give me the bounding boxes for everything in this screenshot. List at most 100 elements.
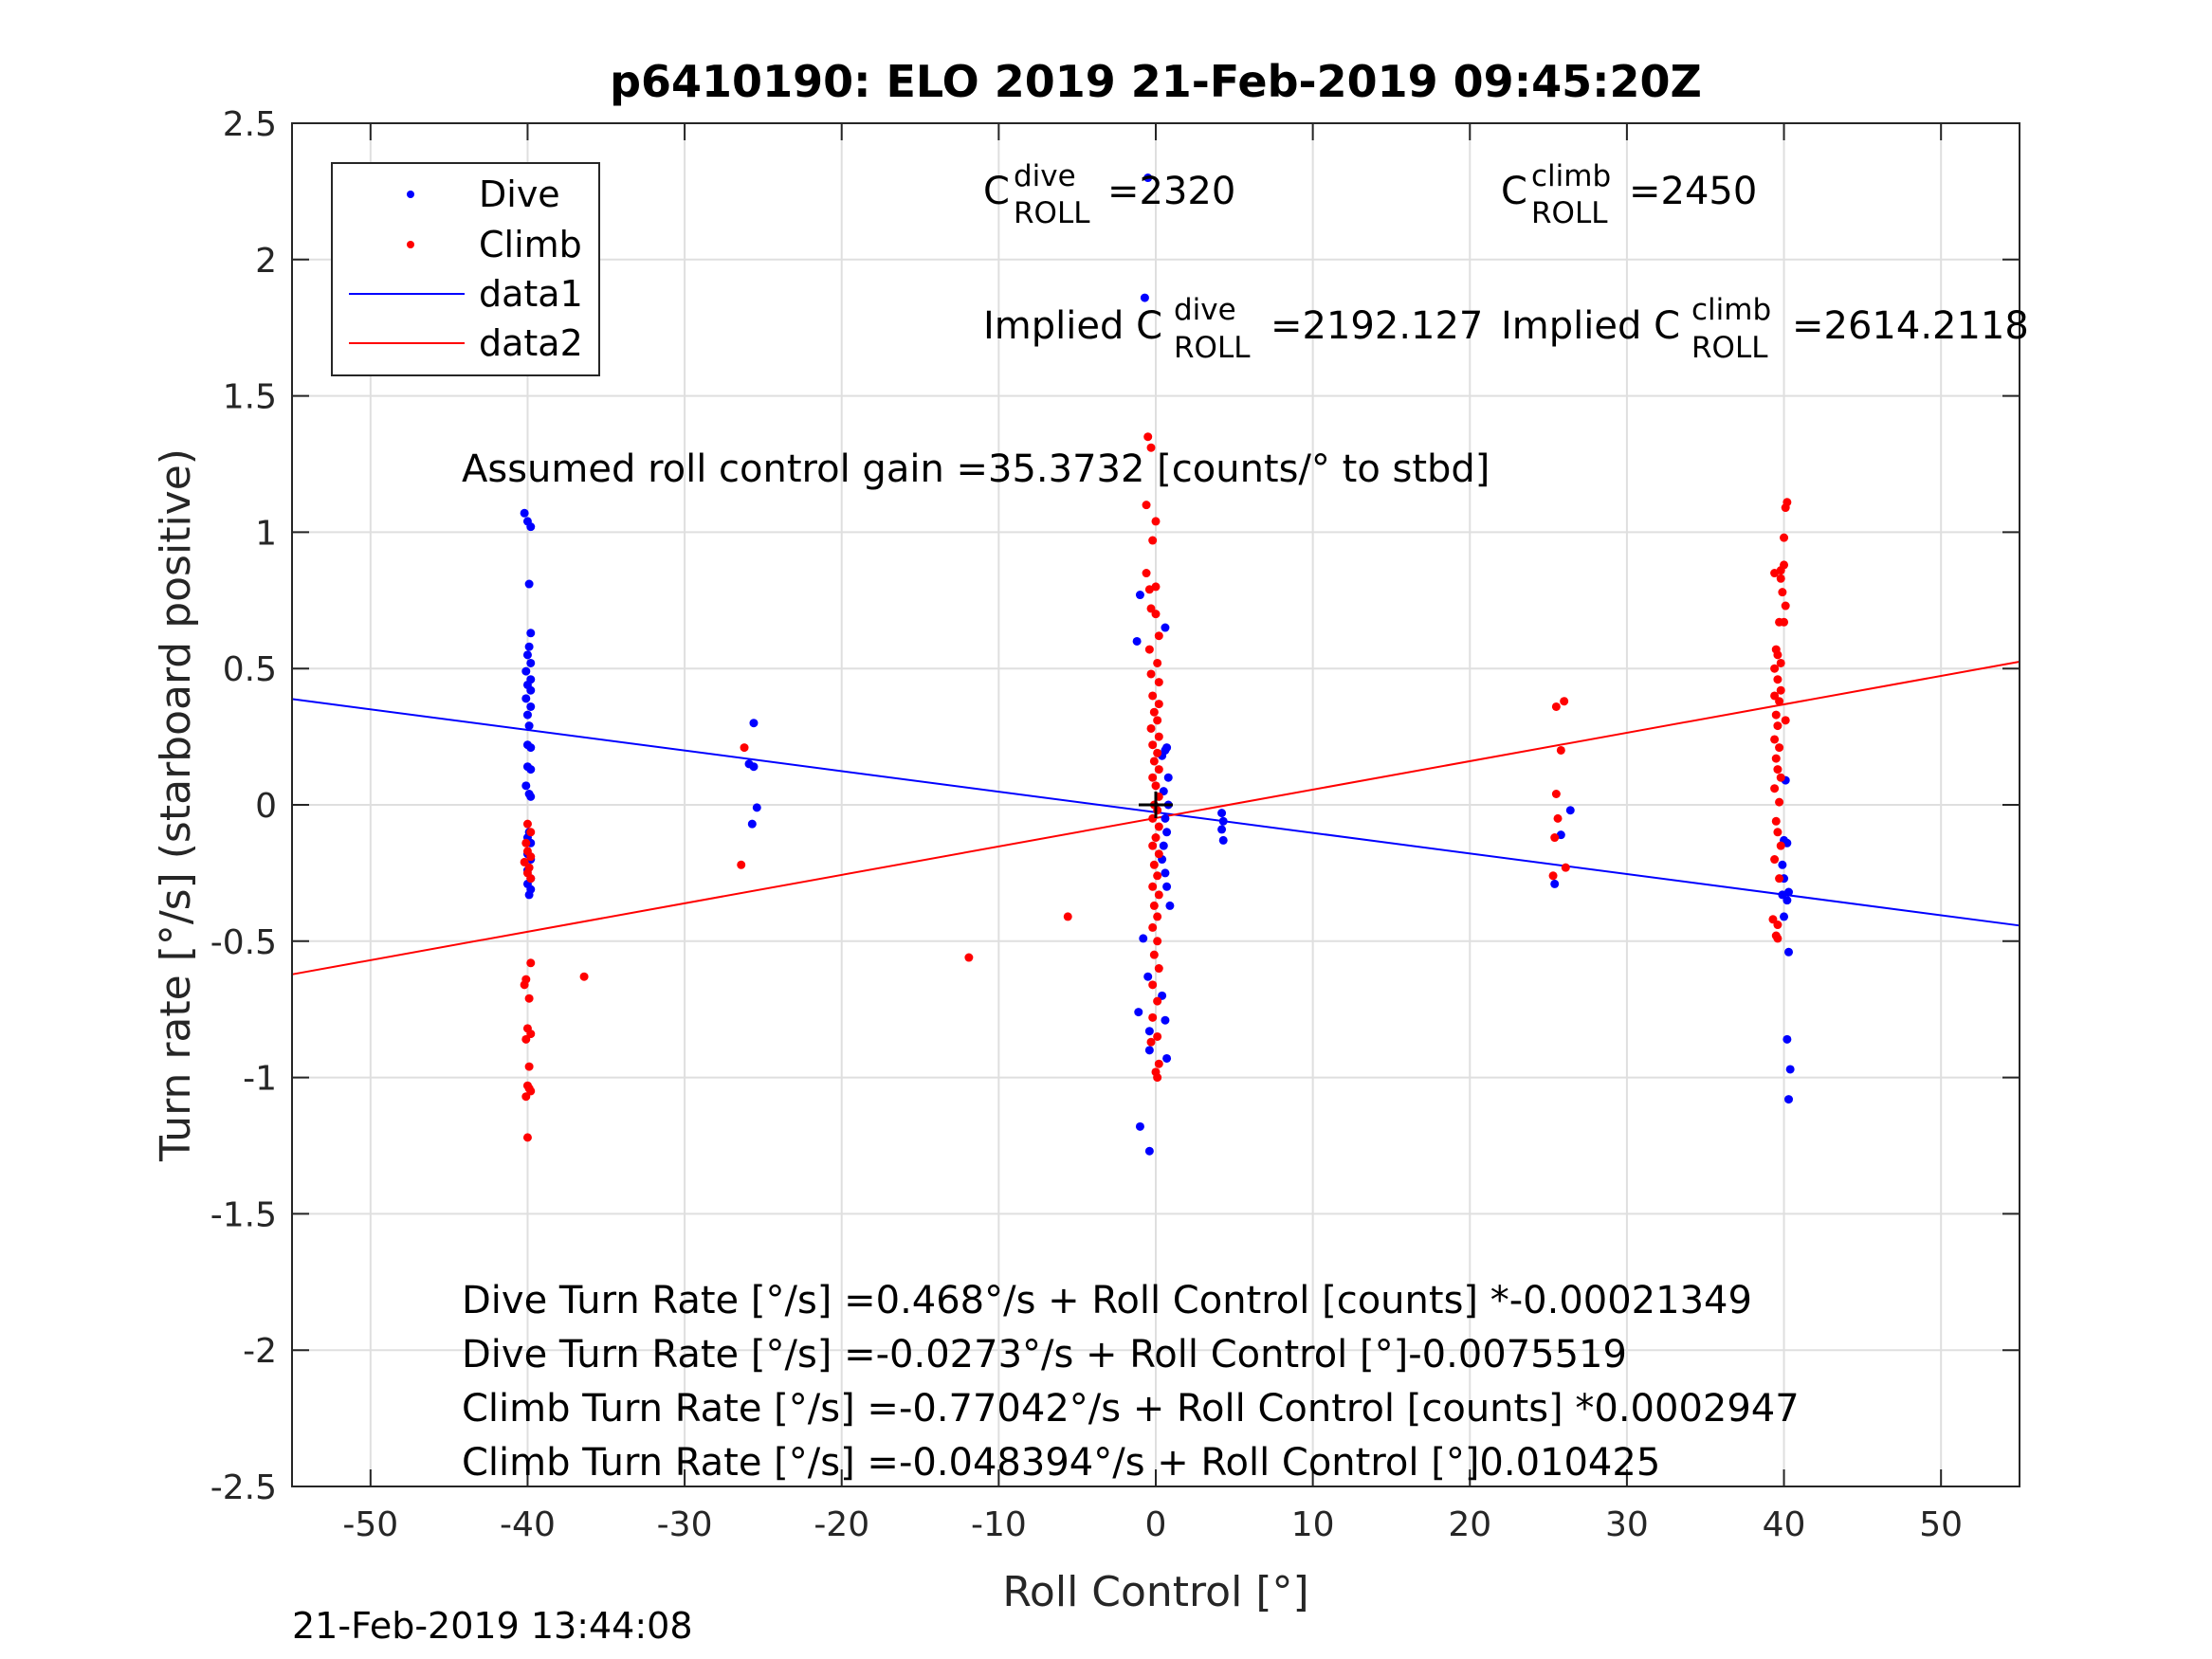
climb-point <box>1771 754 1781 763</box>
climb-point <box>1153 716 1162 725</box>
climb-point <box>1149 707 1159 717</box>
climb-point <box>1151 833 1161 843</box>
climb-point <box>521 838 531 848</box>
climb-point <box>1154 631 1163 641</box>
climb-point <box>1773 675 1782 684</box>
dive-point <box>521 694 531 703</box>
climb-point <box>1148 740 1158 750</box>
dive-point <box>1162 828 1172 837</box>
dive-point <box>520 508 529 518</box>
climb-point <box>1770 735 1780 744</box>
dive-point <box>524 579 534 589</box>
dive-point <box>1134 1008 1143 1017</box>
climb-point <box>1770 855 1780 865</box>
dive-point <box>1218 816 1228 826</box>
climb-point <box>1148 980 1158 990</box>
dive-point <box>1165 901 1175 910</box>
climb-point <box>1561 863 1570 872</box>
climb-point <box>1773 921 1782 930</box>
climb-point <box>1154 964 1163 974</box>
y-tick-label: -2.5 <box>210 1468 277 1507</box>
climb-point <box>520 980 529 990</box>
climb-point <box>1151 517 1161 526</box>
x-tick-label: 40 <box>1763 1505 1806 1544</box>
dive-point <box>1550 879 1560 888</box>
dive-point <box>1163 773 1173 782</box>
dive-point <box>521 666 531 676</box>
legend-box <box>331 162 600 376</box>
climb-point <box>1142 501 1151 510</box>
dive-point <box>1161 868 1170 878</box>
legend-climb-marker <box>407 241 414 248</box>
dive-point <box>1143 972 1153 981</box>
climb-point <box>522 1133 532 1142</box>
climb-point <box>1781 601 1790 611</box>
x-tick-label: 30 <box>1605 1505 1649 1544</box>
dive-point <box>526 792 536 801</box>
climb-point <box>526 958 536 968</box>
climb-point <box>1154 1059 1163 1068</box>
climb-point <box>1153 1073 1162 1083</box>
dive-point <box>526 765 536 775</box>
chart-title: p6410190: ELO 2019 21-Feb-2019 09:45:20Z <box>610 56 1702 107</box>
dive-point <box>526 629 536 638</box>
climb-point <box>1770 784 1780 793</box>
climb-point <box>1153 996 1162 1006</box>
dive-point <box>522 650 532 660</box>
climb-point <box>1775 697 1784 706</box>
climb-point <box>1773 828 1782 837</box>
x-tick-label: -10 <box>971 1505 1027 1544</box>
climb-point <box>1780 560 1789 570</box>
dive-point <box>1144 1146 1154 1156</box>
climb-point <box>1148 691 1158 701</box>
legend-dive-marker <box>407 191 414 198</box>
dive-point <box>1144 1046 1154 1055</box>
dive-point <box>522 710 532 720</box>
climb-point <box>1154 822 1163 831</box>
x-tick-label: -20 <box>814 1505 869 1544</box>
climb-point <box>526 828 536 837</box>
dive-series <box>520 173 1795 1156</box>
dive-point <box>526 522 536 532</box>
y-tick-label: 0 <box>255 787 277 826</box>
climb-point <box>1143 432 1153 442</box>
climb-point <box>522 819 532 829</box>
dive-point <box>1143 173 1153 183</box>
climb-point <box>1773 765 1782 775</box>
climb-point <box>1154 700 1163 709</box>
climb-point <box>1154 732 1163 741</box>
climb-point <box>1151 610 1161 619</box>
dive-point <box>526 743 536 753</box>
climb-point <box>1148 882 1158 891</box>
climb-point <box>1149 757 1159 766</box>
climb-point <box>1550 833 1560 843</box>
x-tick-label: 10 <box>1291 1505 1335 1544</box>
climb-point <box>1776 685 1785 695</box>
climb-point <box>1773 721 1782 731</box>
dive-point <box>521 781 531 791</box>
y-tick-label: -1 <box>243 1060 277 1099</box>
climb-point <box>1148 536 1158 545</box>
dive-point <box>1162 882 1172 891</box>
x-tick-label: -30 <box>657 1505 713 1544</box>
y-tick-label: 1 <box>255 514 277 553</box>
climb-point <box>1153 937 1162 946</box>
climb-point <box>524 1062 534 1071</box>
legend-climb-label: Climb <box>479 224 582 265</box>
climb-point <box>1149 860 1159 869</box>
dive-point <box>1784 947 1794 957</box>
dive-point <box>526 685 536 695</box>
dive-point <box>1785 1065 1795 1074</box>
climb-point <box>1148 841 1158 850</box>
climb-point <box>524 994 534 1003</box>
climb-series <box>520 432 1792 1142</box>
climb-point <box>526 852 536 862</box>
dive-point <box>526 702 536 711</box>
annotation-climb-equation-counts: Climb Turn Rate [°/s] =-0.77042°/s + Rol… <box>462 1387 1800 1431</box>
climb-point <box>1153 748 1162 757</box>
climb-point <box>1146 1037 1156 1047</box>
climb-point <box>1775 743 1784 753</box>
climb-point <box>1146 443 1156 452</box>
